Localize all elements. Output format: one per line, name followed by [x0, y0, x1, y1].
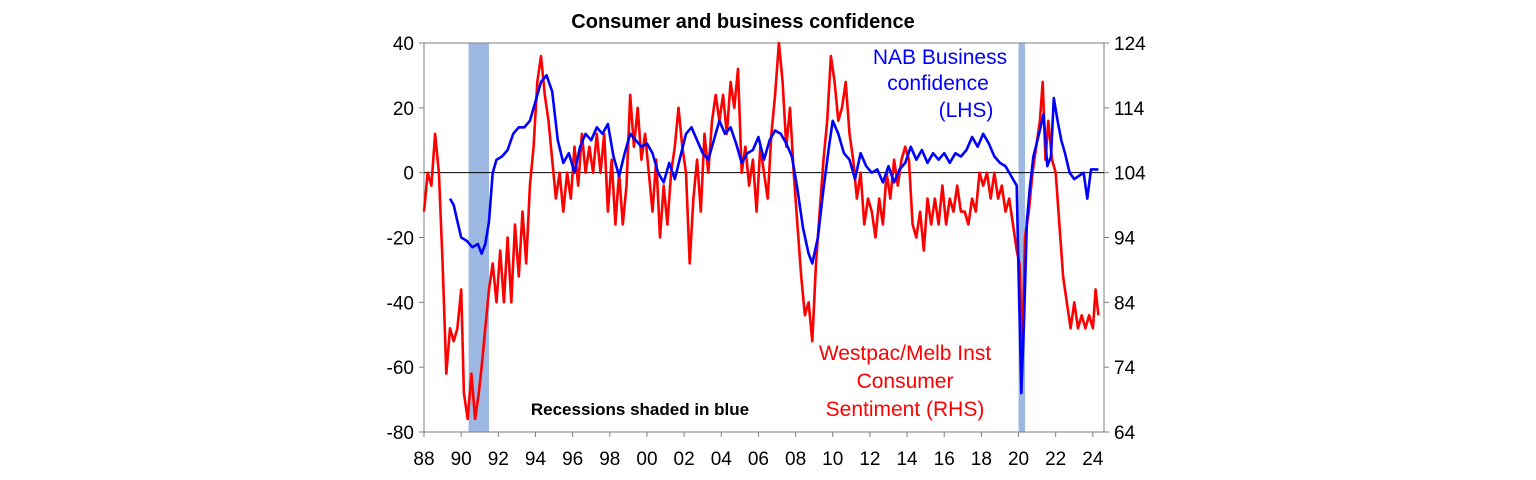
- x-tick-label: 14: [896, 449, 918, 470]
- x-tick-label: 04: [711, 449, 733, 470]
- y-right-tick-label: 64: [1114, 423, 1136, 444]
- chart-title: Consumer and business confidence: [571, 11, 914, 33]
- y-left-tick-label: -20: [387, 229, 414, 250]
- y-right-tick-label: 124: [1114, 34, 1146, 55]
- y-right-tick-label: 94: [1114, 229, 1136, 250]
- y-left-tick-label: -40: [387, 293, 414, 314]
- x-tick-label: 90: [451, 449, 472, 470]
- x-tick-label: 12: [859, 449, 880, 470]
- y-left-tick-label: 20: [393, 99, 414, 120]
- series-label-westpac: Sentiment (RHS): [826, 398, 985, 421]
- x-tick-label: 02: [674, 449, 695, 470]
- x-tick-label: 88: [413, 449, 434, 470]
- y-right-tick-label: 104: [1114, 164, 1146, 185]
- x-tick-label: 96: [562, 449, 583, 470]
- series-labels: NAB Business confidence (LHS) Westpac/Melb …: [819, 46, 1007, 421]
- x-tick-label: 22: [1045, 449, 1066, 470]
- series-label-nab: confidence: [887, 72, 989, 95]
- chart-background: [368, 0, 1124, 480]
- y-left-tick-label: 40: [393, 34, 414, 55]
- x-tick-label: 18: [971, 449, 992, 470]
- series-label-westpac: Westpac/Melb Inst: [819, 342, 992, 365]
- y-right-tick-label: 74: [1114, 358, 1136, 379]
- axes: 40 20 0 -20 -40 -60 -80 124 114 104 94 84 74 64 88 90 92…: [387, 34, 1147, 470]
- series-label-nab: (LHS): [939, 99, 994, 122]
- y-left-tick-label: 0: [403, 164, 414, 185]
- y-left-tick-label: -60: [387, 358, 414, 379]
- x-tick-label: 08: [785, 449, 806, 470]
- x-tick-label: 10: [822, 449, 843, 470]
- series-lines: [422, 41, 1100, 421]
- series-line-nab-business-confidence: [448, 74, 1099, 395]
- x-tick-label: 24: [1082, 449, 1104, 470]
- recession-note: Recessions shaded in blue: [531, 400, 749, 419]
- x-tick-label: 00: [636, 449, 657, 470]
- x-tick-label: 16: [934, 449, 955, 470]
- x-tick-label: 20: [1008, 449, 1029, 470]
- series-label-nab: NAB Business: [873, 46, 1007, 69]
- x-tick-label: 98: [599, 449, 620, 470]
- y-left-tick-label: -80: [387, 423, 414, 444]
- x-tick-label: 92: [488, 449, 509, 470]
- x-tick-label: 06: [748, 449, 769, 470]
- series-label-westpac: Consumer: [857, 370, 954, 393]
- y-right-tick-label: 114: [1114, 99, 1145, 120]
- x-tick-label: 94: [525, 449, 547, 470]
- y-right-tick-label: 84: [1114, 293, 1136, 314]
- recession-band: [1018, 43, 1026, 432]
